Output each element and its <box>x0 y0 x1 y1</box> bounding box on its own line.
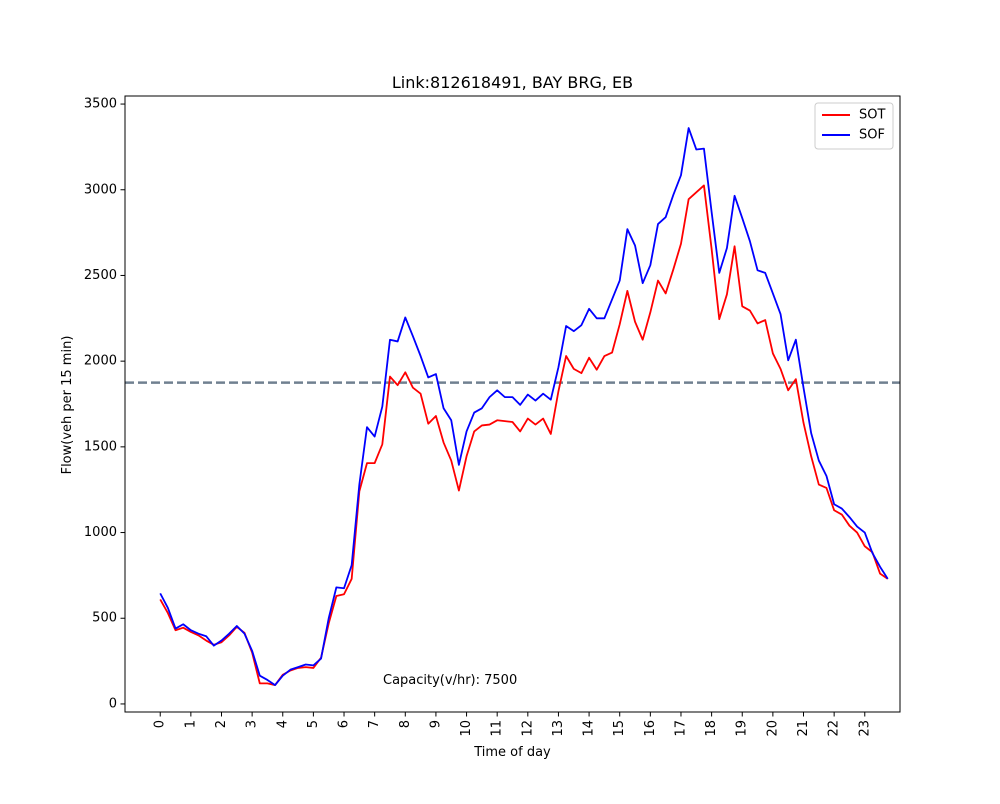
legend-label-sot: SOT <box>859 108 885 123</box>
capacity-annotation: Capacity(v/hr): 7500 <box>383 673 517 688</box>
y-tick-label: 3500 <box>84 97 117 112</box>
x-tick-label: 8 <box>398 720 413 728</box>
x-tick-label: 22 <box>827 720 842 737</box>
x-tick-label: 7 <box>367 720 382 728</box>
plot-frame <box>124 95 901 713</box>
y-tick-label: 1000 <box>84 525 117 540</box>
x-tick-label: 17 <box>673 720 688 737</box>
y-tick-label: 3000 <box>84 182 117 197</box>
x-tick-label: 6 <box>337 720 352 728</box>
y-axis-label: Flow(veh per 15 min) <box>60 336 75 475</box>
legend-label-sof: SOF <box>859 128 885 143</box>
x-tick-label: 16 <box>643 720 658 737</box>
x-axis-label: Time of day <box>473 745 551 760</box>
x-tick-label: 15 <box>612 720 627 737</box>
x-tick-label: 10 <box>459 720 474 737</box>
x-tick-label: 14 <box>582 720 597 737</box>
y-tick-label: 2500 <box>84 268 117 283</box>
x-tick-label: 23 <box>857 720 872 737</box>
x-tick-label: 11 <box>490 720 505 737</box>
x-tick-label: 1 <box>183 720 198 728</box>
x-tick-label: 2 <box>214 720 229 728</box>
series-line-sof <box>159 127 889 686</box>
legend: SOT SOF <box>814 102 894 150</box>
x-tick-label: 0 <box>153 720 168 728</box>
x-tick-label: 4 <box>275 720 290 728</box>
x-tick-label: 3 <box>245 720 260 728</box>
chart-title: Link:812618491, BAY BRG, EB <box>392 73 633 92</box>
y-tick-label: 0 <box>109 696 117 711</box>
x-tick-label: 9 <box>428 720 443 728</box>
x-tick-label: 18 <box>704 720 719 737</box>
x-tick-label: 12 <box>520 720 535 737</box>
y-tick-label: 500 <box>92 611 117 626</box>
x-tick-label: 20 <box>765 720 780 737</box>
x-tick-label: 5 <box>306 720 321 728</box>
y-tick-label: 2000 <box>84 354 117 369</box>
x-tick-label: 13 <box>551 720 566 737</box>
plot-area: 0 1 2 3 4 5 6 7 8 9 10 11 12 13 14 15 16 17 18 19 20 21 22 2305… <box>84 95 901 737</box>
y-tick-label: 1500 <box>84 439 117 454</box>
x-tick-label: 21 <box>796 720 811 737</box>
x-tick-label: 19 <box>735 720 750 737</box>
